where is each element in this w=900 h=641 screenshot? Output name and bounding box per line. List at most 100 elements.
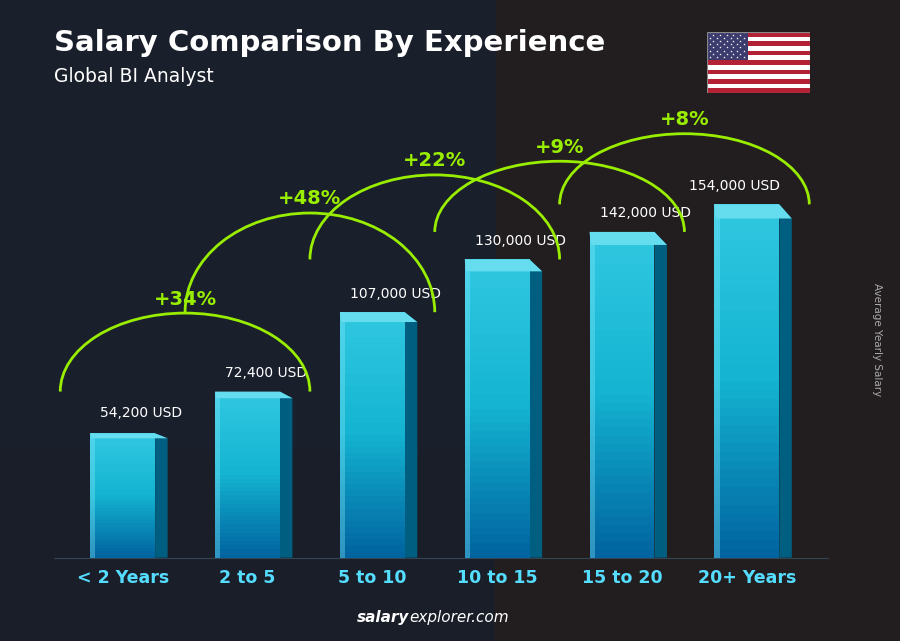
Bar (215, 408, 280, 412)
Bar (715, 222, 779, 231)
Bar (464, 260, 470, 558)
Bar (590, 542, 654, 549)
Bar (90, 486, 155, 489)
Bar (215, 458, 280, 462)
Bar (715, 549, 779, 558)
Bar (90, 449, 155, 452)
Bar (340, 337, 405, 343)
Bar (340, 478, 405, 484)
Bar (590, 533, 654, 542)
Bar (340, 362, 405, 367)
Bar (215, 417, 280, 420)
Bar (590, 411, 654, 419)
Bar (340, 404, 405, 410)
Bar (340, 515, 405, 521)
Bar (464, 319, 529, 326)
Bar (90, 465, 155, 467)
Bar (464, 483, 529, 490)
Bar (464, 297, 529, 304)
Bar (215, 395, 280, 400)
Bar (340, 472, 405, 478)
Bar (590, 492, 654, 501)
Text: Average Yearly Salary: Average Yearly Salary (872, 283, 883, 396)
Bar (464, 371, 529, 379)
Bar (464, 476, 529, 483)
Bar (90, 524, 155, 527)
Bar (715, 434, 779, 443)
Bar (464, 394, 529, 401)
Bar (715, 513, 779, 522)
Bar (340, 539, 405, 545)
Bar (590, 265, 654, 272)
Text: Global BI Analyst: Global BI Analyst (54, 67, 214, 87)
Bar (90, 474, 155, 477)
Bar (464, 289, 529, 297)
Bar (90, 514, 155, 517)
Bar (340, 319, 405, 324)
Bar (215, 537, 280, 541)
Bar (340, 508, 405, 515)
Bar (215, 433, 280, 437)
Bar (90, 470, 155, 474)
Bar (215, 487, 280, 491)
Bar (340, 331, 405, 337)
Bar (464, 326, 529, 334)
Bar (590, 370, 654, 378)
Bar (590, 452, 654, 460)
Bar (715, 204, 779, 213)
Bar (715, 213, 779, 222)
Bar (590, 435, 654, 444)
Bar (464, 438, 529, 446)
Bar (340, 417, 405, 422)
Bar (590, 232, 595, 558)
Bar (90, 545, 155, 548)
Bar (90, 433, 95, 558)
Bar (464, 386, 529, 394)
Bar (215, 425, 280, 429)
Bar (340, 374, 405, 379)
Bar (590, 419, 654, 428)
Bar (706, 32, 810, 37)
Bar (215, 491, 280, 495)
Bar (215, 429, 280, 433)
Bar (215, 466, 280, 470)
Bar (340, 503, 405, 508)
Bar (340, 521, 405, 527)
Bar (464, 416, 529, 424)
Bar (590, 346, 654, 354)
Bar (340, 398, 405, 404)
Bar (90, 443, 155, 445)
Bar (215, 504, 280, 508)
Bar (340, 533, 405, 539)
Bar (590, 240, 654, 248)
Bar (90, 483, 155, 486)
Bar (464, 334, 529, 342)
Bar (340, 453, 405, 460)
Bar (215, 529, 280, 533)
Text: 54,200 USD: 54,200 USD (100, 406, 183, 420)
Bar (715, 399, 779, 408)
Bar (706, 60, 810, 65)
Bar (464, 379, 529, 386)
Bar (715, 372, 779, 381)
Bar (715, 293, 779, 301)
Polygon shape (215, 392, 292, 398)
Bar (340, 441, 405, 447)
Bar (215, 442, 280, 445)
Bar (715, 452, 779, 460)
Bar (340, 386, 405, 392)
Bar (464, 461, 529, 468)
Text: 130,000 USD: 130,000 USD (474, 234, 566, 248)
Bar (590, 501, 654, 509)
Bar (215, 404, 280, 408)
Bar (706, 65, 810, 69)
Bar (590, 313, 654, 322)
Bar (340, 422, 405, 429)
Bar (464, 431, 529, 438)
Bar (590, 289, 654, 297)
Bar (715, 240, 779, 249)
Bar (715, 522, 779, 531)
Bar (715, 249, 779, 258)
Bar (340, 312, 345, 558)
Bar (90, 467, 155, 470)
